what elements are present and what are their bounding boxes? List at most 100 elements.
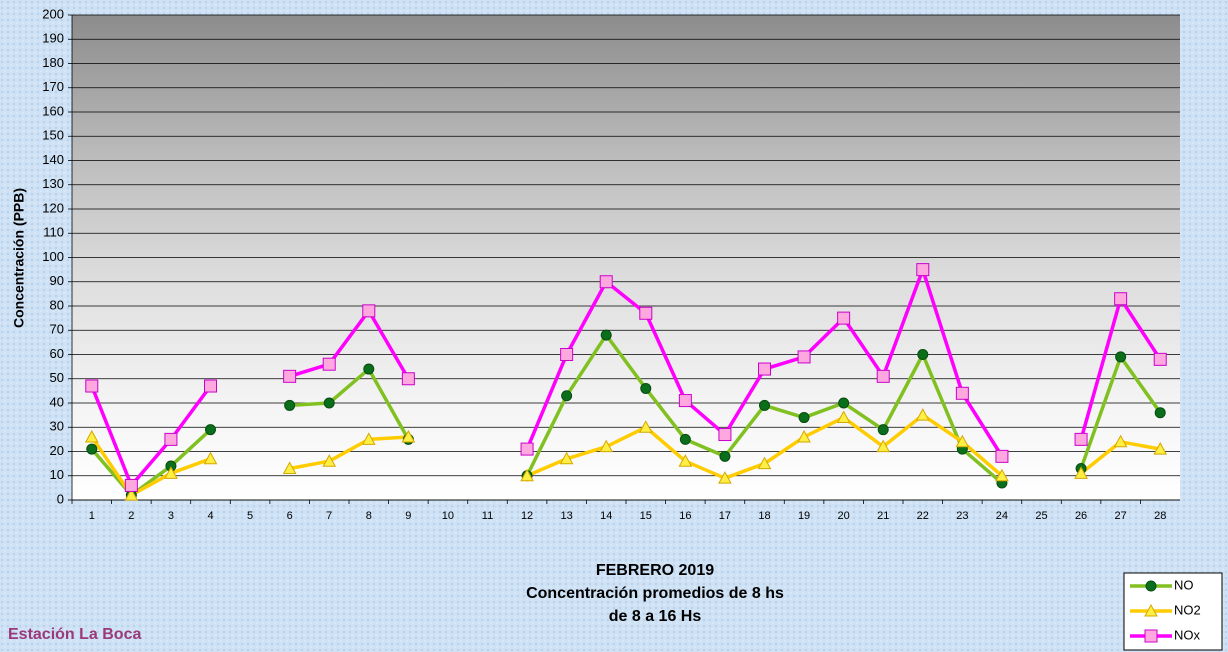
marker [323, 397, 335, 409]
x-tick-label: 11 [482, 510, 493, 522]
marker [124, 478, 138, 492]
marker [560, 348, 574, 361]
marker [599, 275, 613, 289]
marker [283, 369, 297, 383]
marker [838, 397, 850, 409]
y-tick-label: 170 [42, 79, 64, 94]
marker [282, 461, 297, 474]
x-tick-label: 26 [1075, 510, 1087, 522]
marker [718, 471, 732, 484]
y-tick-label: 50 [50, 370, 64, 385]
x-tick-label: 12 [521, 510, 533, 522]
y-tick-label: 180 [42, 55, 64, 70]
marker [1153, 352, 1167, 366]
y-tick-label: 90 [50, 273, 64, 288]
legend-label: NOx [1174, 627, 1201, 642]
marker [599, 439, 614, 453]
legend-label: NO2 [1174, 602, 1201, 617]
x-tick-label: 10 [442, 510, 454, 522]
marker [205, 424, 216, 436]
marker [362, 304, 376, 318]
marker [915, 408, 930, 421]
marker [520, 468, 534, 482]
legend-marker [1145, 580, 1157, 592]
x-tick-label: 3 [168, 510, 174, 522]
marker [995, 449, 1009, 463]
marker [84, 429, 99, 443]
y-tick-label: 20 [50, 443, 64, 458]
y-tick-label: 150 [42, 128, 64, 143]
marker [758, 362, 771, 376]
y-tick-label: 120 [42, 200, 64, 215]
y-tick-label: 100 [42, 249, 64, 264]
marker [955, 386, 969, 400]
marker [1113, 434, 1128, 448]
marker [204, 379, 217, 393]
series-line [90, 413, 1161, 497]
marker [876, 369, 890, 383]
marker [797, 350, 811, 364]
x-tick-label: 17 [719, 510, 731, 522]
marker [797, 429, 811, 443]
x-tick-label: 16 [679, 510, 691, 522]
series-line [90, 267, 1162, 488]
y-tick-label: 0 [57, 491, 64, 506]
x-tick-label: 7 [326, 510, 332, 522]
marker [600, 329, 612, 341]
marker [876, 439, 891, 453]
marker [718, 428, 732, 442]
marker [164, 432, 178, 446]
marker [559, 451, 574, 465]
x-tick-label: 15 [640, 510, 652, 522]
x-tick-label: 27 [1115, 510, 1127, 522]
marker [322, 454, 337, 467]
x-tick-label: 6 [287, 510, 293, 522]
series-line [90, 333, 1162, 497]
marker [361, 432, 376, 445]
y-tick-label: 190 [42, 31, 64, 46]
marker [1115, 351, 1127, 363]
x-tick-label: 2 [128, 510, 134, 522]
marker [203, 451, 218, 465]
marker [124, 488, 139, 501]
marker [401, 429, 416, 443]
y-axis-label: Concentración (PPB) [11, 188, 27, 328]
x-tick-label: 25 [1035, 510, 1047, 522]
y-tick-label: 130 [42, 176, 64, 191]
marker [995, 468, 1009, 482]
marker [757, 456, 772, 470]
station-label: Estación La Boca [8, 626, 141, 643]
x-tick-label: 28 [1154, 510, 1166, 522]
x-tick-label: 20 [838, 510, 850, 522]
marker [877, 424, 889, 436]
marker [837, 311, 851, 325]
marker [85, 379, 99, 393]
x-tick-label: 19 [798, 510, 810, 522]
y-tick-label: 30 [50, 419, 64, 434]
marker [836, 410, 851, 424]
x-tick-label: 14 [600, 510, 612, 522]
y-tick-label: 160 [42, 103, 64, 118]
marker [363, 363, 375, 375]
marker [917, 349, 929, 360]
x-tick-label: 1 [89, 510, 95, 522]
y-tick-label: 200 [42, 6, 64, 21]
marker [561, 390, 573, 402]
marker [164, 466, 178, 479]
chart-title: FEBRERO 2019 [596, 562, 714, 579]
y-tick-label: 60 [50, 346, 64, 361]
marker [719, 450, 731, 462]
marker [678, 394, 692, 408]
y-tick-label: 70 [50, 322, 64, 337]
legend-label: NO [1174, 577, 1194, 592]
marker [1154, 407, 1166, 419]
marker [401, 372, 415, 386]
chart-subtitle: Concentración promedios de 8 hs [526, 585, 784, 602]
y-tick-label: 110 [43, 225, 64, 240]
marker [1114, 292, 1128, 306]
x-tick-label: 5 [247, 510, 253, 522]
x-tick-label: 9 [405, 510, 411, 522]
marker [1074, 432, 1088, 446]
marker [798, 412, 810, 424]
